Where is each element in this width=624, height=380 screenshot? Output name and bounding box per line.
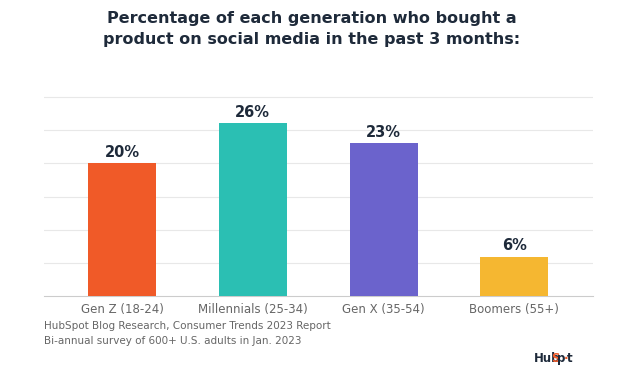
Text: 23%: 23% (366, 125, 401, 140)
Bar (88, 163, 156, 296)
Text: 20%: 20% (105, 145, 140, 160)
Text: Percentage of each generation who bought a
product on social media in the past 3: Percentage of each generation who bought… (104, 11, 520, 48)
Text: ·: · (563, 352, 568, 365)
Text: 26%: 26% (235, 105, 270, 120)
Bar (480, 256, 548, 296)
Text: 6%: 6% (502, 238, 527, 253)
Bar (219, 124, 287, 296)
Text: p: p (557, 352, 565, 365)
Bar (349, 143, 417, 296)
Text: S: S (552, 352, 560, 365)
Text: Hub: Hub (534, 352, 560, 365)
Text: t: t (567, 352, 573, 365)
Text: HubSpot Blog Research, Consumer Trends 2023 Report
Bi-annual survey of 600+ U.S.: HubSpot Blog Research, Consumer Trends 2… (44, 321, 331, 346)
